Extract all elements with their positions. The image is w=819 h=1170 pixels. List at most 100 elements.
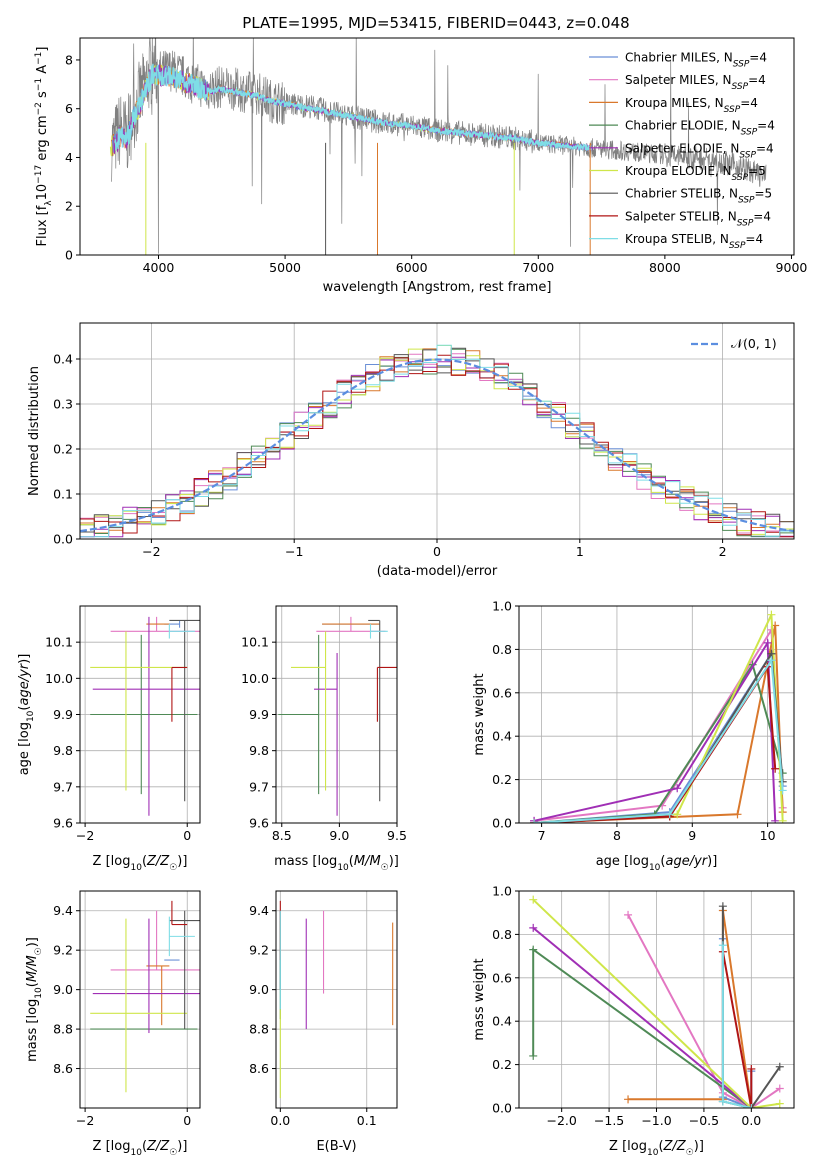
plot-area-weight-vs-age — [530, 610, 787, 823]
error-point — [171, 666, 188, 722]
weight-marker — [529, 945, 538, 954]
axes-frame — [518, 890, 795, 1109]
x-axis-label: mass [log10(M/M☉)] — [274, 854, 399, 873]
y-tick-label: 0.0 — [53, 532, 73, 547]
x-axis-label: (data-model)/error — [377, 564, 498, 579]
weight-marker — [778, 786, 787, 795]
gaussian-curve — [80, 358, 794, 533]
weight-marker — [775, 1099, 784, 1108]
plot-area-spectrum — [109, 38, 767, 255]
axes-frame — [79, 605, 201, 824]
error-point — [369, 624, 388, 639]
x-tick-label: −2 — [76, 828, 94, 843]
x-tick-label: 9 — [688, 828, 696, 843]
y-tick-label: 0.2 — [492, 1057, 512, 1072]
y-tick-label: 0.4 — [492, 1014, 512, 1029]
y-tick-label: 9.8 — [249, 743, 269, 758]
y-axis-label: age [log10(age/yr)] — [17, 654, 36, 776]
legend-label: Salpeter ELODIE, NSSP=4 — [625, 141, 774, 160]
weight-marker — [778, 816, 787, 823]
y-tick-label: 10.0 — [45, 671, 73, 686]
error-point — [171, 900, 188, 926]
axes-frame — [79, 322, 795, 540]
y-axis-label: mass weight — [472, 673, 487, 755]
weight-line — [532, 898, 780, 1108]
y-tick-label: 0.4 — [53, 352, 73, 367]
weight-marker — [530, 819, 539, 823]
weight-marker — [763, 638, 772, 647]
weight-line — [534, 657, 784, 823]
error-point — [92, 616, 200, 816]
x-tick-label: 0 — [433, 544, 441, 559]
weight-marker — [775, 1062, 784, 1071]
y-tick-label: 0.6 — [492, 970, 512, 985]
axes-weight-vs-age: 7 8 9 10 0.0 0.2 0.4 0.6 0.8 1.0 age [log10(age/yr… — [472, 599, 795, 873]
grid-mass-vs-Z — [80, 891, 200, 1108]
axes-frame — [79, 890, 201, 1109]
x-tick-label: 5000 — [269, 260, 301, 275]
y-axis-label: Normed distribution — [27, 366, 42, 496]
grid-mass-vs-EBV — [276, 891, 397, 1108]
axes-frame — [79, 37, 795, 256]
y-tick-label: 9.9 — [53, 707, 73, 722]
y-tick-label: 10.0 — [241, 671, 269, 686]
weight-line — [627, 914, 781, 1108]
x-axis-label: wavelength [Angstrom, rest frame] — [323, 280, 552, 295]
weight-line — [532, 947, 752, 1108]
y-tick-label: 9.2 — [53, 943, 73, 958]
y-tick-label: 0.4 — [492, 729, 512, 744]
error-point — [90, 918, 188, 1093]
x-axis-label: Z [log10(Z/Z☉)] — [93, 854, 188, 873]
x-tick-label: 4000 — [143, 260, 175, 275]
weight-marker — [529, 1051, 538, 1060]
axes-mass-vs-Z: −2 0 8.6 8.8 9.0 9.2 9.4 Z [log10(Z/Z☉)] mass [l… — [25, 890, 201, 1158]
axes-age-vs-mass: 8.5 9.0 9.5 9.6 9.7 9.8 9.9 10.0 10.1 mass [log10… — [241, 605, 407, 873]
y-tick-label: 9.4 — [249, 903, 269, 918]
y-tick-label: 0.1 — [53, 487, 73, 502]
weight-marker — [673, 810, 682, 819]
y-tick-label: 9.7 — [249, 779, 269, 794]
weight-marker — [624, 910, 633, 919]
x-tick-label: −0.5 — [689, 1113, 719, 1128]
y-tick-label: 8 — [65, 52, 73, 67]
y-axis-label: mass [log10(M/M☉)] — [25, 937, 44, 1062]
weight-marker — [747, 1104, 756, 1108]
legend-label: Salpeter STELIB, NSSP=4 — [625, 209, 771, 228]
error-point — [169, 619, 200, 802]
y-tick-label: 0 — [65, 248, 73, 263]
weight-marker — [767, 656, 776, 665]
grid-weight-vs-Z — [519, 890, 794, 1109]
y-tick-label: 10.1 — [241, 635, 269, 650]
error-point — [368, 619, 381, 802]
weight-marker — [624, 1095, 633, 1104]
y-tick-label: 1.0 — [492, 599, 512, 614]
x-tick-label: 0.1 — [357, 1113, 377, 1128]
x-tick-label: −1 — [285, 544, 303, 559]
y-tick-label: 0.8 — [492, 642, 512, 657]
x-tick-label: 7000 — [522, 260, 554, 275]
legend-label: Kroupa ELODIE, NSSP=5 — [625, 164, 766, 183]
y-tick-label: 1.0 — [492, 884, 512, 899]
plot-area-age-vs-mass — [278, 616, 397, 816]
x-tick-label: 10 — [760, 828, 776, 843]
legend-label: Chabrier STELIB, NSSP=5 — [625, 187, 772, 206]
error-point — [168, 624, 195, 639]
weight-marker — [665, 810, 674, 819]
weight-line — [721, 951, 753, 1108]
y-tick-label: 0.2 — [492, 772, 512, 787]
grid-weight-vs-age — [519, 605, 794, 824]
y-tick-label: 0.3 — [53, 397, 73, 412]
axes-residuals: −2 −1 0 1 2 0.0 0.1 0.2 0.3 0.4 (data-model)/error… — [27, 322, 795, 579]
weight-line — [533, 639, 777, 822]
weight-marker — [718, 902, 727, 911]
y-axis-label: Flux [fλ10−17 erg cm−2 s−1 A−1] — [34, 47, 54, 247]
y-tick-label: 8.8 — [249, 1022, 269, 1037]
weight-line — [534, 662, 784, 823]
x-axis-label: age [log10(age/yr)] — [596, 854, 718, 873]
y-tick-label: 0.6 — [492, 685, 512, 700]
legend: Chabrier MILES, NSSP=4 Salpeter MILES, NS… — [589, 51, 775, 251]
weight-marker — [529, 923, 538, 932]
plot-area-mass-vs-EBV — [279, 900, 394, 1099]
x-tick-label: 0.0 — [270, 1113, 290, 1128]
error-point — [168, 916, 195, 957]
